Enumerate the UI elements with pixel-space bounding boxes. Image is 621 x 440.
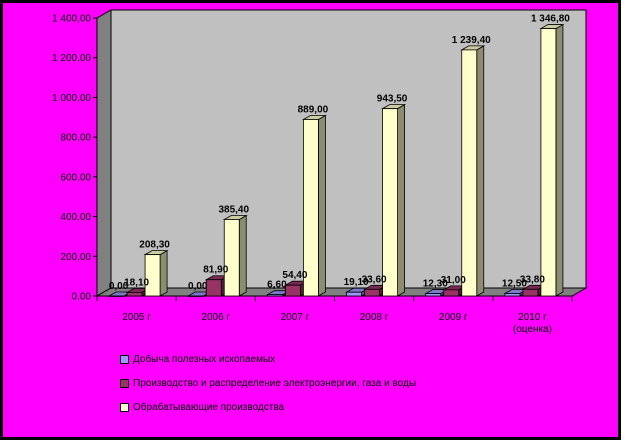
legend-label: Обрабатывающие производства [133,401,285,413]
bar [382,108,398,297]
x-tick-label: 2008 г [360,312,389,323]
bar [425,293,442,297]
bar [187,295,204,297]
data-label: 31,00 [441,275,466,286]
y-tick-label: 0,00 [72,292,92,303]
legend-label: Добыча полезных ископаемых [133,353,276,365]
plot-side-wall [96,9,112,297]
data-label: 1 239,40 [452,35,491,46]
data-label: 889,00 [298,104,329,115]
data-label: 33,60 [362,274,387,285]
data-label: 6,60 [267,280,287,291]
bar [303,119,319,297]
x-tick-label: 2006 г [201,312,230,323]
plot-back-wall [110,9,587,289]
data-label: 54,40 [282,270,307,281]
y-tick-label: 1 000,00 [52,93,91,104]
data-label: 943,50 [377,94,408,105]
data-label: 12,30 [423,279,448,290]
data-label: 18,10 [124,277,149,288]
x-tick-label: 2007 г [281,312,310,323]
x-tick-label: 2009 г [439,312,468,323]
legend-item: Производство и распределение электроэнер… [120,376,416,390]
bar [522,288,539,297]
legend-swatch [120,378,129,388]
y-tick-label: 1 400,00 [52,14,91,25]
bar [443,289,460,297]
bar-side [318,114,326,297]
y-tick-label: 400,00 [60,212,91,223]
data-label: 1 346,80 [531,14,570,25]
bar [461,49,478,297]
data-label: 12,50 [502,279,527,290]
data-label: 81,90 [203,265,228,276]
legend-swatch [120,354,129,364]
bar [285,284,301,297]
y-tick-label: 1 200,00 [52,53,91,64]
y-tick-label: 800,00 [60,133,91,144]
bar [364,288,380,297]
bar [108,295,125,297]
x-tick-label: 2005 г [122,312,151,323]
bar [267,294,283,297]
legend-swatch [120,402,129,412]
bar [126,292,143,297]
x-tick-label: (оценка) [513,324,552,335]
bar-side [159,249,168,297]
data-label: 0,00 [109,281,129,292]
bar [540,28,557,297]
bar-side [476,45,485,297]
bar [346,291,362,297]
bar [144,254,161,297]
bar-side [397,103,405,297]
bar [223,219,240,297]
legend-item: Добыча полезных ископаемых [120,352,416,366]
data-label: 33,80 [520,274,545,285]
bar-side [238,214,247,297]
bar-side [555,23,564,297]
legend-label: Производство и распределение электроэнер… [133,377,417,389]
bar [504,293,521,297]
legend: Добыча полезных ископаемых Производство … [120,352,416,424]
x-tick-label: 2010 г [518,312,547,323]
data-label: 0,00 [188,281,208,292]
bar [205,279,222,297]
data-label: 19,10 [344,277,369,288]
data-label: 208,30 [139,240,170,251]
y-tick-label: 600,00 [60,172,91,183]
y-tick-label: 200,00 [60,252,91,263]
data-label: 385,40 [218,204,249,215]
legend-item: Обрабатывающие производства [120,400,416,414]
